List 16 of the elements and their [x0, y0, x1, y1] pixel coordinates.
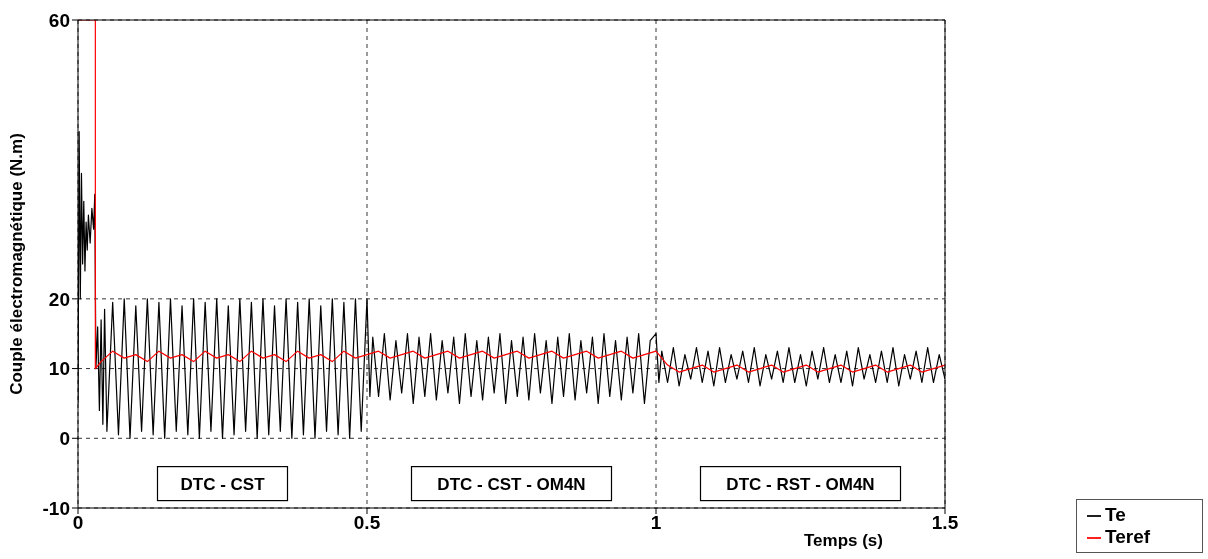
x-tick-label: 0.5: [353, 512, 381, 534]
y-tick-label: 20: [48, 288, 70, 310]
x-tick-label: 1.5: [931, 512, 959, 534]
x-tick-label: 1: [650, 512, 662, 534]
y-tick-label: 60: [48, 9, 70, 31]
x-tick-label: 0: [72, 512, 84, 534]
annotation: DTC - RST - OM4N: [726, 474, 875, 494]
y-axis-title: Couple électromagnétique (N.m): [7, 133, 27, 395]
annotation: DTC - CST - OM4N: [437, 474, 586, 494]
legend-label: Te: [1105, 504, 1126, 525]
legend-label: Teref: [1105, 526, 1151, 547]
x-axis-title: Temps (s): [803, 531, 883, 550]
y-tick-label: -10: [42, 497, 70, 519]
y-tick-label: 10: [48, 358, 70, 380]
y-tick-label: 0: [59, 428, 70, 450]
annotation: DTC - CST: [180, 474, 266, 494]
